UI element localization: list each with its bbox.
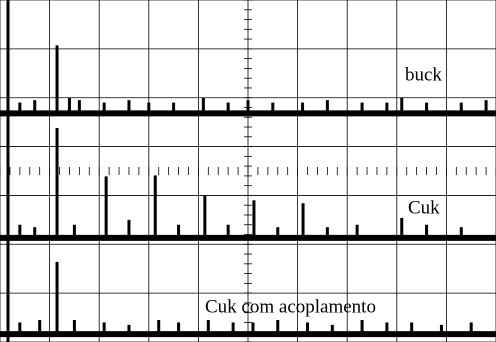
scope-screen: buck Cuk Cuk com acoplamento xyxy=(0,0,496,342)
trace-label: Cuk xyxy=(408,197,440,218)
trace-label: buck xyxy=(405,64,442,85)
trace-label: Cuk com acoplamento xyxy=(205,296,376,317)
